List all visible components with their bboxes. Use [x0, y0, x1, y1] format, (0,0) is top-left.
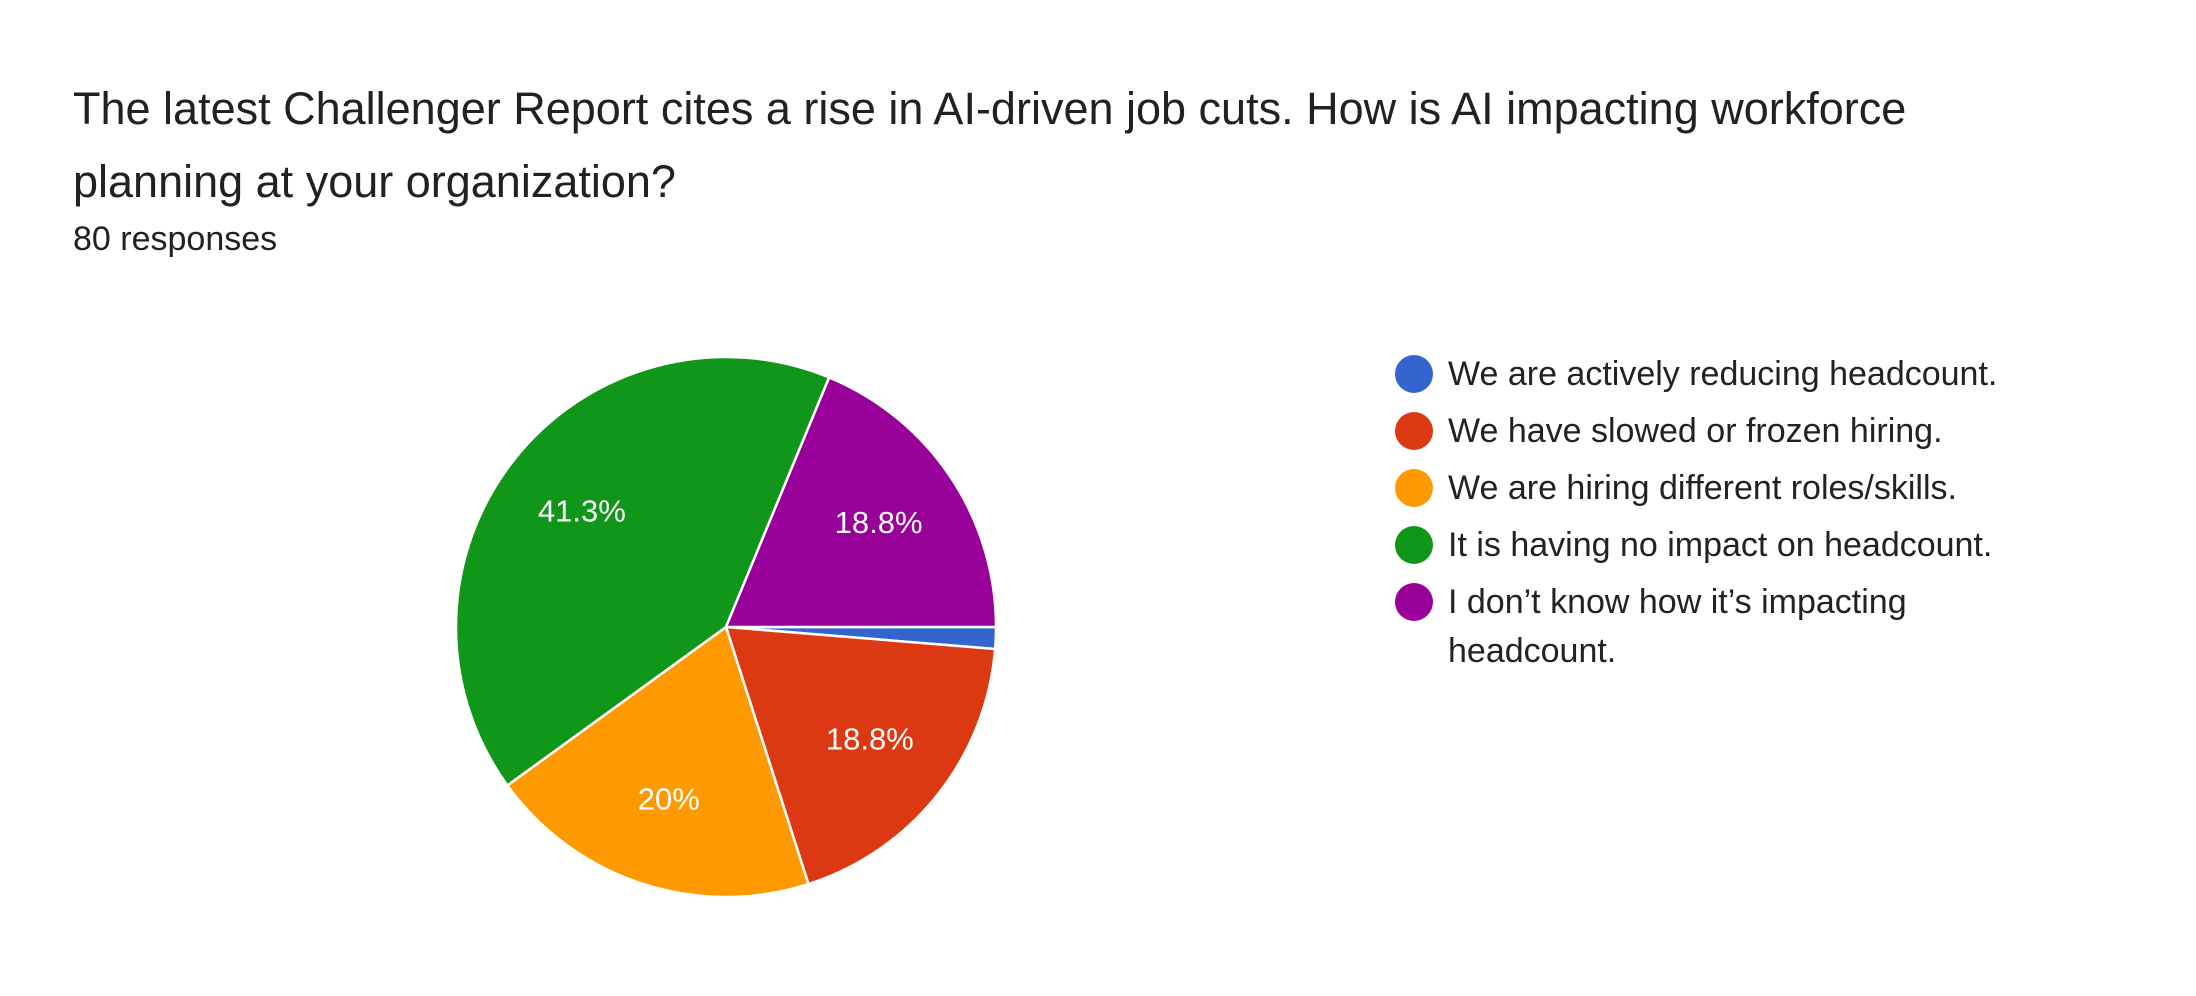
chart-subtitle: 80 responses — [73, 220, 278, 258]
chart-title: The latest Challenger Report cites a ris… — [73, 83, 1907, 207]
legend-marker — [1395, 412, 1433, 450]
legend-label: We have slowed or frozen hiring. — [1448, 412, 1943, 450]
data-label: 20% — [638, 782, 700, 817]
legend-item: It is having no impact on headcount. — [1395, 521, 2068, 570]
pie-slice — [454, 355, 831, 788]
legend-marker — [1395, 469, 1433, 507]
data-label: 18.8% — [826, 721, 914, 756]
legend-item: We are hiring different roles/skills. — [1395, 464, 2068, 513]
legend-marker — [1395, 583, 1433, 621]
legend-item: We have slowed or frozen hiring. — [1395, 407, 2068, 456]
pie-slice — [724, 375, 998, 629]
data-label: 18.8% — [835, 505, 923, 540]
legend-label: I don’t know how it’s impacting headcoun… — [1448, 583, 1907, 670]
legend-marker — [1395, 355, 1433, 393]
pie-slice — [724, 625, 997, 886]
legend-label: It is having no impact on headcount. — [1448, 526, 1993, 564]
legend-item: I don’t know how it’s impacting headcoun… — [1395, 578, 2068, 676]
legend-marker — [1395, 526, 1433, 564]
legend-item: We are actively reducing headcount. — [1395, 350, 2068, 399]
legend-label: We are actively reducing headcount. — [1448, 355, 1998, 393]
pie-slice — [505, 624, 811, 899]
legend: We are actively reducing headcount. We ha… — [1395, 350, 2068, 684]
data-label: 41.3% — [538, 493, 626, 528]
legend-label: We are hiring different roles/skills. — [1448, 469, 1957, 507]
